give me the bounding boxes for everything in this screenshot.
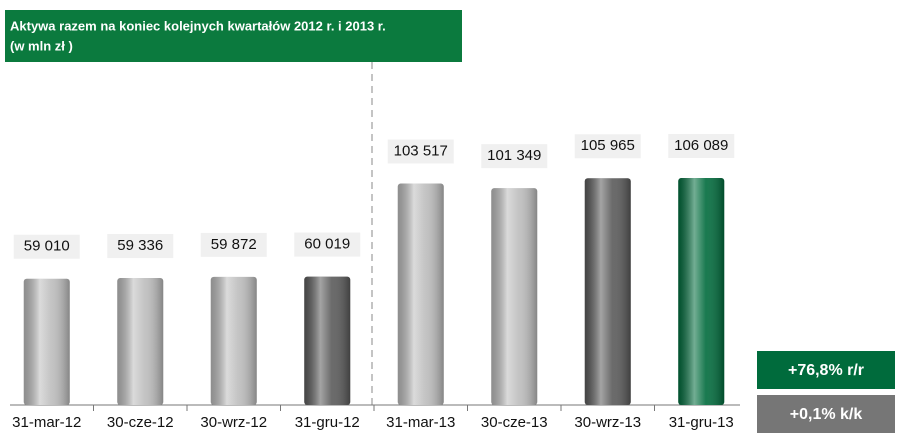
value-label-bg xyxy=(13,234,80,259)
bar-shine xyxy=(491,188,538,405)
x-tick-label: 31-mar-12 xyxy=(12,414,81,431)
value-label-bg xyxy=(107,234,174,259)
value-label: 59 010 xyxy=(24,238,70,255)
bar-shine xyxy=(304,276,351,405)
bar-shine xyxy=(584,178,631,405)
chart-subtitle: (w mln zł ) xyxy=(10,38,73,53)
x-tick-label: 31-gru-13 xyxy=(669,414,734,431)
value-label: 59 872 xyxy=(211,236,257,253)
chart-title: Aktywa razem na koniec kolejnych kwartał… xyxy=(10,18,386,33)
value-label: 60 019 xyxy=(304,236,350,253)
annotation-box xyxy=(757,351,895,389)
value-label-bg xyxy=(387,139,454,164)
value-label-bg xyxy=(200,232,267,257)
x-tick-label: 31-mar-13 xyxy=(386,414,455,431)
bar-shine xyxy=(117,278,164,405)
x-tick-label: 31-gru-12 xyxy=(295,414,360,431)
value-label: 101 349 xyxy=(487,147,541,164)
x-tick-label: 30-wrz-13 xyxy=(574,414,641,431)
annotation: +0,1% k/k xyxy=(790,406,863,423)
value-label-bg xyxy=(574,134,641,159)
bar-shine xyxy=(210,276,257,405)
x-tick-label: 30-cze-13 xyxy=(481,414,548,431)
x-tick-label: 30-cze-12 xyxy=(107,414,174,431)
bar-shine xyxy=(397,183,444,405)
annotation: +76,8% r/r xyxy=(788,362,864,379)
bar-shine xyxy=(678,178,725,405)
value-label-bg xyxy=(294,232,361,257)
bar-shine xyxy=(23,278,70,405)
title-box xyxy=(5,10,462,62)
value-label: 106 089 xyxy=(674,137,728,154)
x-tick-label: 30-wrz-12 xyxy=(200,414,267,431)
value-label: 103 517 xyxy=(394,142,448,159)
value-label-bg xyxy=(668,134,735,158)
value-label: 105 965 xyxy=(581,137,635,154)
value-label-bg xyxy=(481,144,548,169)
value-label: 59 336 xyxy=(117,237,163,254)
annotation-box xyxy=(757,395,895,433)
